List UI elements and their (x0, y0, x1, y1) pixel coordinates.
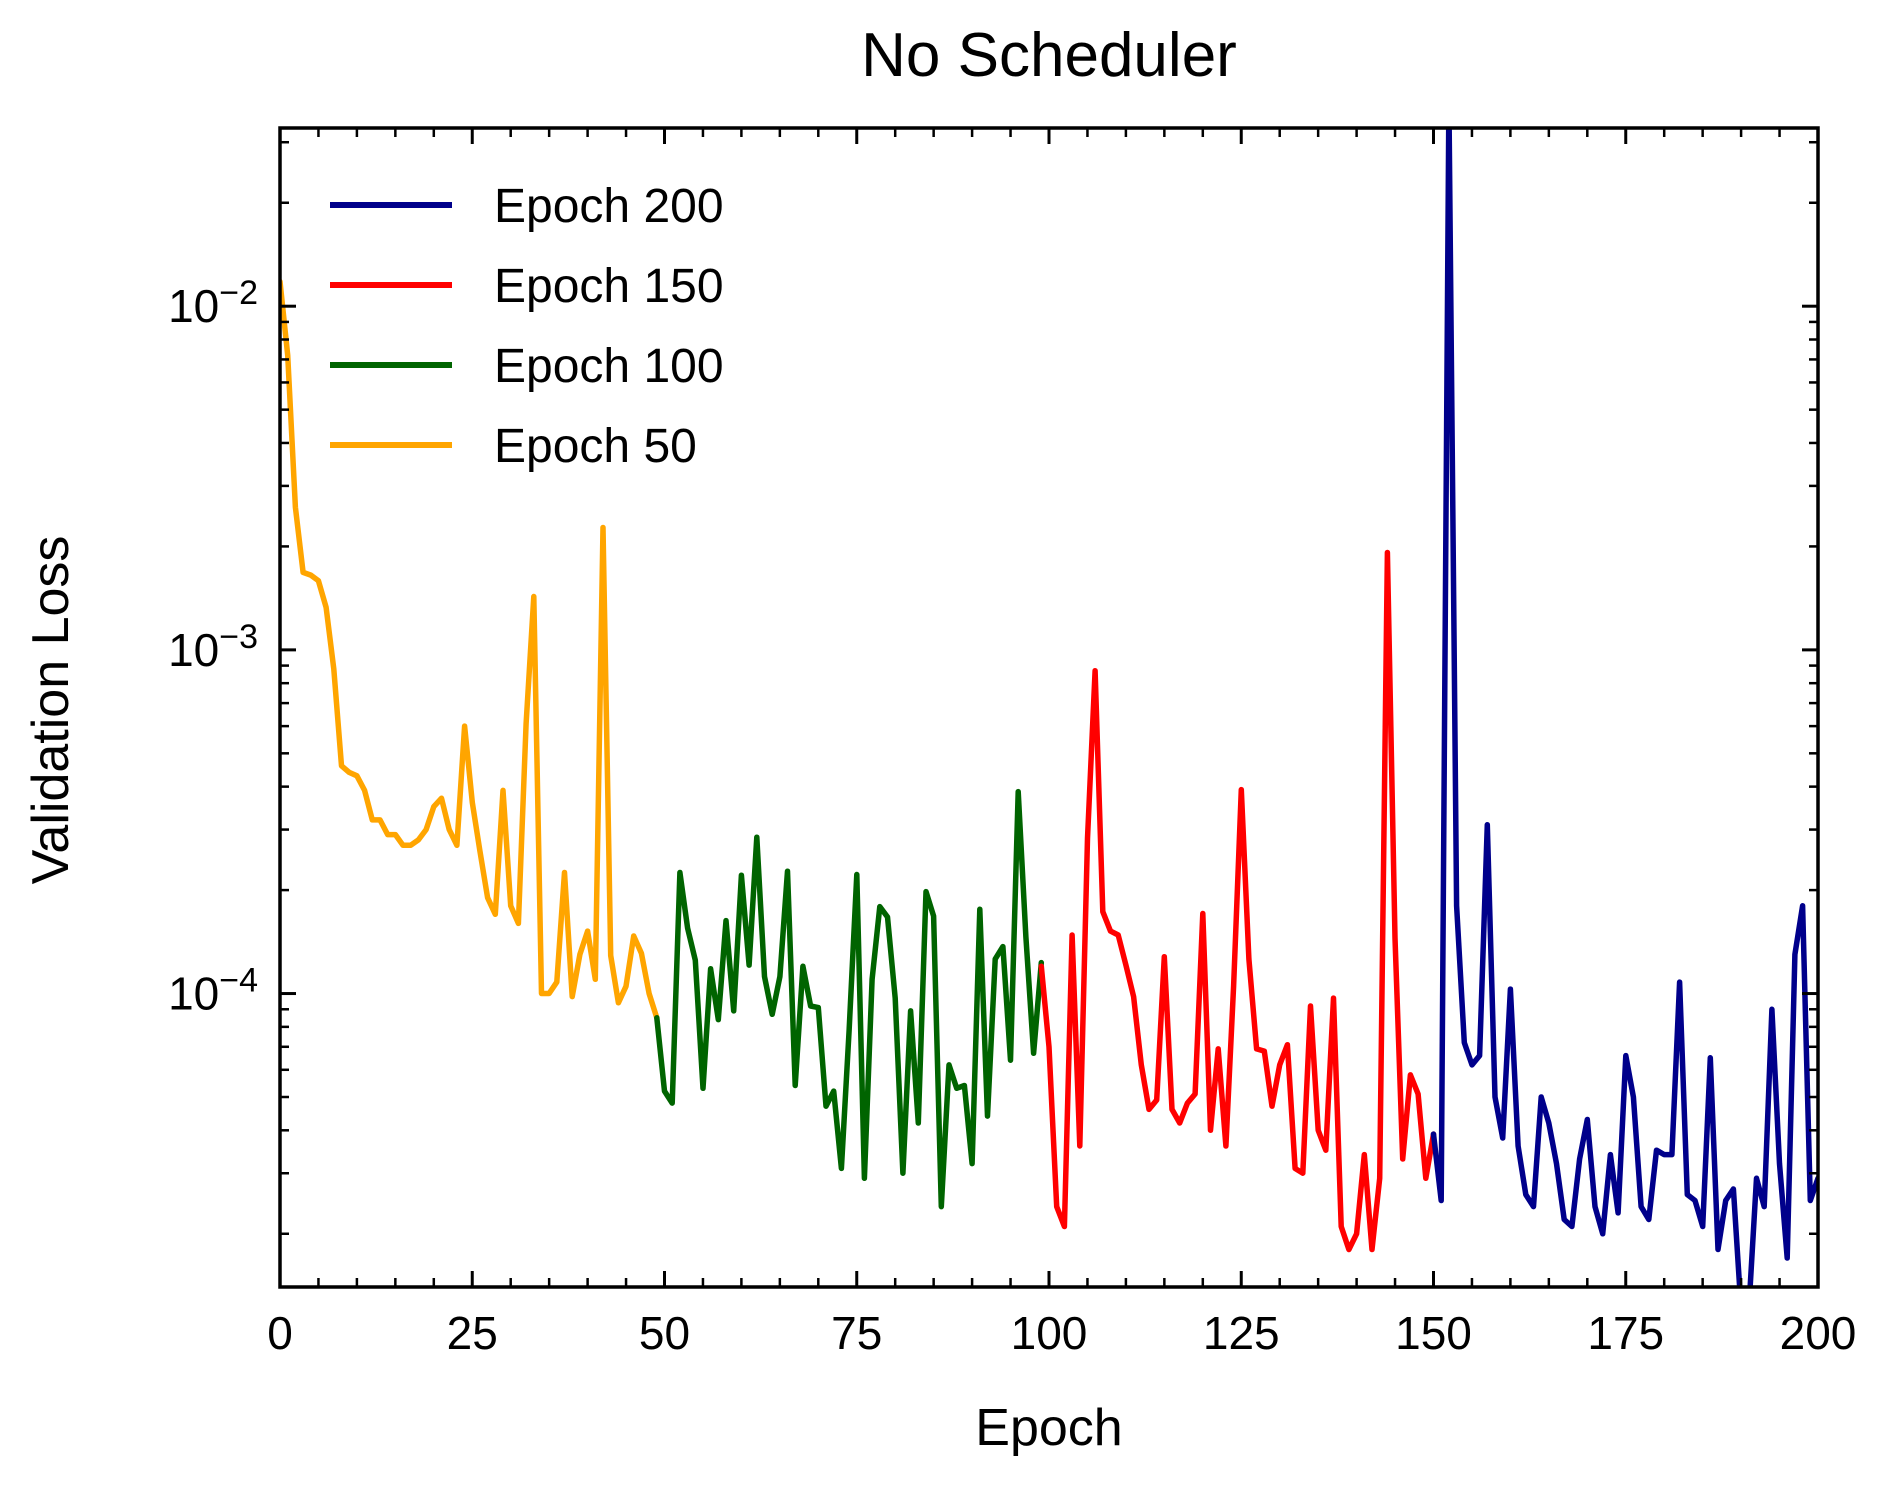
chart-title: No Scheduler (861, 21, 1237, 90)
legend-label-1: Epoch 150 (494, 260, 724, 313)
x-tick-label: 100 (1011, 1307, 1088, 1359)
series-line-2 (654, 788, 1045, 1210)
x-tick-label: 200 (1780, 1307, 1857, 1359)
plot-frame (278, 126, 1820, 1289)
series-line-1 (1038, 549, 1437, 1253)
legend-label-0: Epoch 200 (494, 180, 724, 233)
x-tick-label: 0 (267, 1307, 293, 1359)
y-tick-label: 10−3 (168, 618, 258, 676)
x-tick-label: 150 (1395, 1307, 1472, 1359)
x-tick-label: 125 (1203, 1307, 1280, 1359)
y-tick-label: 10−4 (168, 962, 258, 1020)
x-axis-label: Epoch (975, 1399, 1122, 1457)
legend-label-3: Epoch 50 (494, 420, 697, 473)
x-tick-label: 25 (447, 1307, 498, 1359)
legend: Epoch 200 Epoch 150 Epoch 100 Epoch 50 (330, 180, 724, 473)
y-tick-label: 10−2 (168, 274, 258, 332)
series-line-3 (280, 278, 660, 1021)
x-tick-label: 75 (831, 1307, 882, 1359)
series-layer (280, 128, 1818, 1287)
tick-labels-layer: 0 25 50 75 100 125 150 175 200 10−4 10−3 10−2 (168, 274, 1856, 1359)
y-axis-label: Validation Loss (22, 536, 80, 885)
x-tick-label: 50 (639, 1307, 690, 1359)
legend-label-2: Epoch 100 (494, 340, 724, 393)
x-tick-label: 175 (1587, 1307, 1664, 1359)
series-line-0 (1430, 128, 1818, 1287)
